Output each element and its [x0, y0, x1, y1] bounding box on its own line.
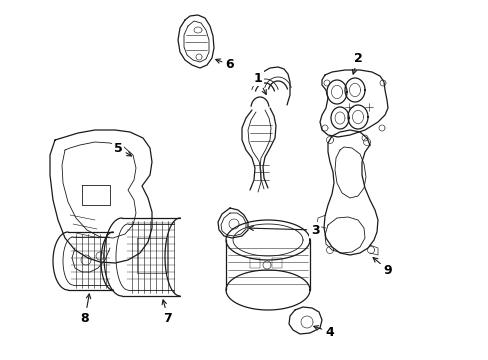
Text: 9: 9: [372, 257, 391, 276]
Text: 2: 2: [351, 51, 362, 74]
Text: 1: 1: [253, 72, 265, 94]
Text: 3: 3: [248, 224, 319, 237]
Text: 6: 6: [215, 58, 234, 72]
Text: 5: 5: [113, 141, 131, 156]
Text: 7: 7: [162, 300, 172, 324]
Text: 4: 4: [313, 325, 334, 338]
Text: 8: 8: [81, 294, 90, 324]
